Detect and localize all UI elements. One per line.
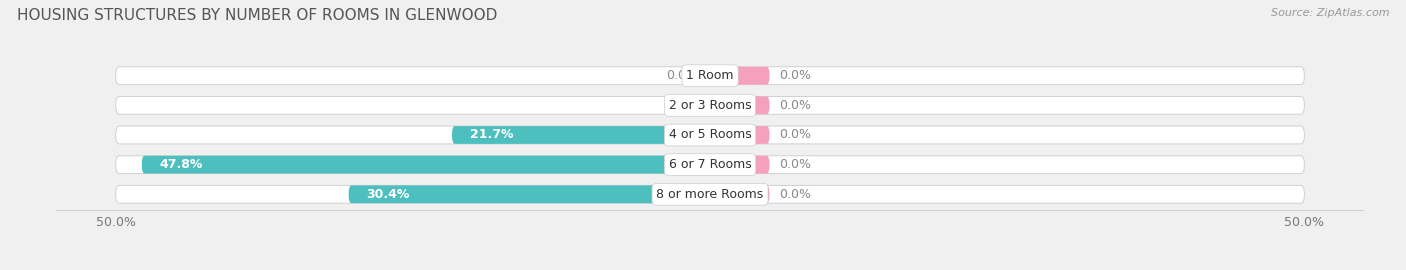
Text: 0.0%: 0.0% — [779, 188, 811, 201]
Text: 1 Room: 1 Room — [686, 69, 734, 82]
FancyBboxPatch shape — [115, 185, 1305, 203]
Text: 2 or 3 Rooms: 2 or 3 Rooms — [669, 99, 751, 112]
FancyBboxPatch shape — [115, 126, 1305, 144]
FancyBboxPatch shape — [115, 156, 1305, 174]
Text: 6 or 7 Rooms: 6 or 7 Rooms — [669, 158, 751, 171]
Text: 0.0%: 0.0% — [779, 129, 811, 141]
Text: 0.0%: 0.0% — [779, 158, 811, 171]
FancyBboxPatch shape — [710, 126, 769, 144]
Text: 47.8%: 47.8% — [160, 158, 202, 171]
Text: Source: ZipAtlas.com: Source: ZipAtlas.com — [1271, 8, 1389, 18]
FancyBboxPatch shape — [115, 67, 1305, 85]
FancyBboxPatch shape — [115, 96, 1305, 114]
FancyBboxPatch shape — [142, 156, 710, 174]
FancyBboxPatch shape — [349, 185, 710, 203]
Legend: Owner-occupied, Renter-occupied: Owner-occupied, Renter-occupied — [578, 265, 842, 270]
Text: 30.4%: 30.4% — [367, 188, 411, 201]
FancyBboxPatch shape — [710, 185, 769, 203]
FancyBboxPatch shape — [710, 67, 769, 85]
Text: 0.0%: 0.0% — [779, 69, 811, 82]
Text: 21.7%: 21.7% — [470, 129, 513, 141]
Text: 8 or more Rooms: 8 or more Rooms — [657, 188, 763, 201]
FancyBboxPatch shape — [710, 96, 769, 114]
FancyBboxPatch shape — [453, 126, 710, 144]
Text: HOUSING STRUCTURES BY NUMBER OF ROOMS IN GLENWOOD: HOUSING STRUCTURES BY NUMBER OF ROOMS IN… — [17, 8, 498, 23]
Text: 0.0%: 0.0% — [666, 99, 699, 112]
Text: 0.0%: 0.0% — [779, 99, 811, 112]
Text: 0.0%: 0.0% — [666, 69, 699, 82]
FancyBboxPatch shape — [710, 156, 769, 174]
Text: 4 or 5 Rooms: 4 or 5 Rooms — [669, 129, 751, 141]
